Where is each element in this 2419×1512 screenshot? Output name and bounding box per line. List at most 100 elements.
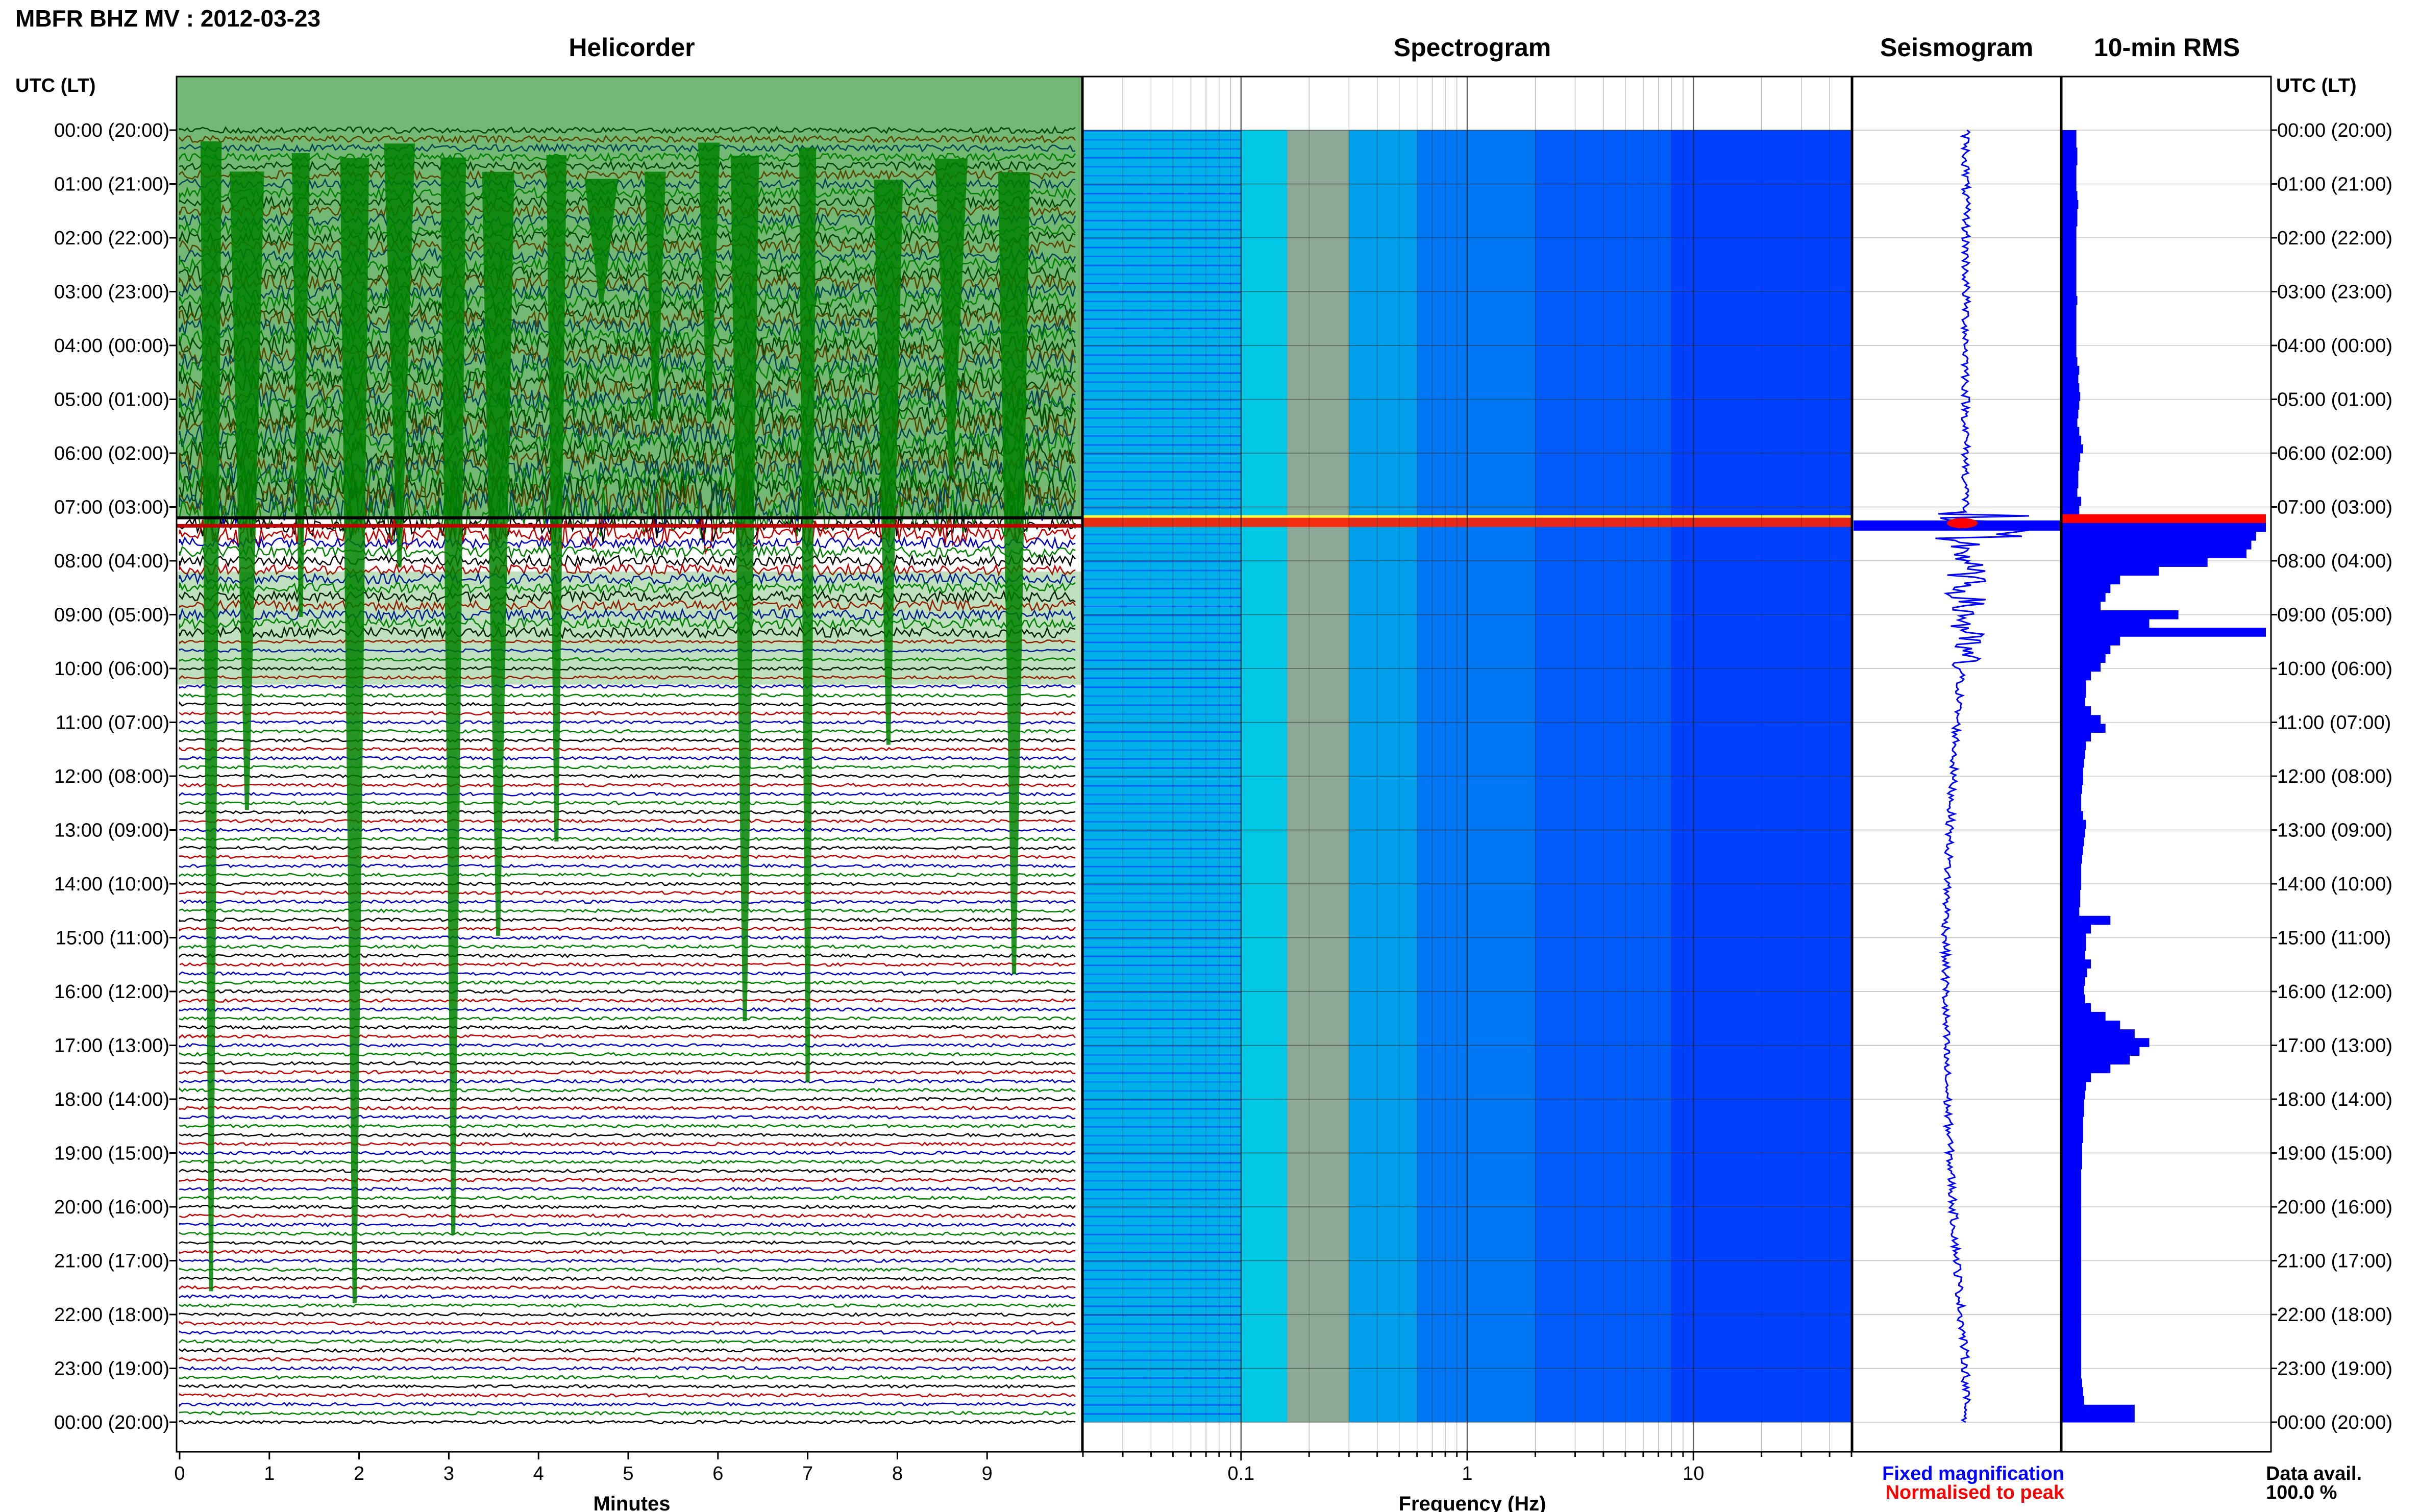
left-time-tick-label: 06:00 (02:00): [54, 443, 169, 464]
spectrogram-row-stripe: [1083, 507, 1241, 509]
rms-bar: [2062, 444, 2083, 454]
spectrogram-row-stripe: [1083, 309, 1241, 311]
rms-title: 10-min RMS: [2094, 33, 2240, 62]
spectrogram-row-stripe: [1083, 1018, 1241, 1020]
right-time-tick-label: 09:00 (05:00): [2277, 605, 2392, 626]
spectrogram-row-stripe: [1083, 704, 1241, 706]
helicorder-trace-line: [179, 666, 1076, 671]
helicorder-trace-line: [179, 962, 1076, 967]
rms-bar: [2062, 671, 2091, 681]
spectrogram-row-stripe: [1083, 354, 1241, 356]
rms-bar: [2062, 977, 2085, 986]
helicorder-trace-line: [179, 1060, 1076, 1066]
rms-bar: [2062, 1344, 2082, 1353]
rms-bar: [2062, 698, 2085, 707]
rms-bar: [2062, 1038, 2150, 1047]
rms-bar: [2062, 889, 2081, 899]
spectrogram-row-stripe: [1083, 1225, 1241, 1227]
rms-bar: [2062, 1300, 2082, 1309]
helicorder-x-tick-label: 6: [712, 1463, 723, 1484]
rms-bar: [2062, 488, 2078, 498]
spectrogram-row-stripe: [1083, 157, 1241, 159]
rms-bar: [2062, 820, 2086, 829]
rms-bar: [2062, 1117, 2083, 1126]
helicorder-x-tick-label: 0: [174, 1463, 185, 1484]
rms-bar: [2062, 951, 2085, 960]
helicorder-trace-line: [179, 1150, 1076, 1155]
helicorder-trace-line: [179, 544, 1076, 559]
spectrogram-row-stripe: [1083, 1027, 1241, 1029]
right-time-tick-label: 08:00 (04:00): [2277, 551, 2392, 572]
rms-bar: [2062, 331, 2077, 340]
rms-bar: [2062, 514, 2266, 524]
left-time-tick-label: 18:00 (14:00): [54, 1089, 169, 1110]
left-time-axis-label: UTC (LT): [15, 75, 96, 96]
rms-bar: [2062, 418, 2078, 428]
seismogram-trace: [1853, 129, 2061, 1423]
helicorder-trace-line: [179, 1222, 1076, 1228]
spectrogram-row-stripe: [1083, 1081, 1241, 1083]
rms-bar: [2062, 1334, 2082, 1344]
rms-bar: [2062, 732, 2091, 742]
rms-bar: [2062, 1169, 2082, 1178]
spectrogram-row-stripe: [1083, 1117, 1241, 1119]
helicorder-trace-line: [179, 554, 1076, 568]
left-time-tick-label: 20:00 (16:00): [54, 1197, 169, 1218]
rms-bar: [2062, 435, 2082, 445]
spectrogram-row-stripe: [1083, 184, 1241, 186]
rms-bar: [2062, 1265, 2082, 1274]
spectrogram-row-stripe: [1083, 1368, 1241, 1370]
helicorder-trace-line: [179, 1321, 1076, 1326]
spectrogram-row-stripe: [1083, 390, 1241, 392]
helicorder-x-tick-label: 7: [802, 1463, 813, 1484]
rms-bar: [2062, 1282, 2082, 1292]
rms-bar: [2062, 130, 2077, 139]
rms-bar: [2062, 881, 2082, 890]
legend-normalised-to-peak: Normalised to peak: [1885, 1482, 2064, 1503]
helicorder-trace-line: [179, 589, 1076, 604]
helicorder-trace-line: [179, 756, 1076, 761]
helicorder-saturated-region: [177, 572, 1082, 685]
rms-bar: [2062, 933, 2086, 943]
spectrogram-row-stripe: [1083, 1045, 1241, 1047]
rms-bar: [2062, 558, 2208, 567]
spectrogram-row-stripe: [1083, 327, 1241, 329]
rms-bar: [2062, 287, 2077, 296]
helicorder-trace-line: [179, 953, 1076, 958]
helicorder-trace-line: [179, 535, 1076, 551]
spectrogram-row-stripe: [1083, 982, 1241, 984]
spectrogram-row-stripe: [1083, 480, 1241, 482]
rms-bar: [2062, 584, 2111, 593]
rms-bar: [2062, 706, 2091, 715]
helicorder-traces: [177, 77, 1082, 1425]
spectrogram-row-stripe: [1083, 219, 1241, 221]
left-time-tick-label: 02:00 (22:00): [54, 228, 169, 249]
rms-bar: [2062, 348, 2077, 358]
helicorder-x-tick-label: 8: [892, 1463, 903, 1484]
helicorder-trace-line: [179, 607, 1076, 622]
right-time-tick-label: 19:00 (15:00): [2277, 1143, 2392, 1164]
spectrogram-row-stripe: [1083, 695, 1241, 697]
spectrogram-row-stripe: [1083, 893, 1241, 895]
seismogram-panel: [1852, 76, 2062, 1453]
rms-bar: [2062, 758, 2084, 768]
helicorder-trace-line: [179, 1303, 1076, 1308]
helicorder-trace-line: [179, 1105, 1076, 1111]
spectrogram-row-stripe: [1083, 1108, 1241, 1110]
helicorder-trace-line: [179, 1285, 1076, 1290]
spectrogram-row-stripe: [1083, 336, 1241, 338]
rms-bar: [2062, 252, 2077, 262]
helicorder-trace-line: [179, 693, 1076, 698]
rms-bar: [2062, 1230, 2082, 1240]
helicorder-trace-line: [179, 720, 1076, 725]
right-time-tick-label: 12:00 (08:00): [2277, 766, 2392, 787]
spectrogram-row-stripe: [1083, 552, 1241, 554]
spectrogram-row-stripe: [1083, 1243, 1241, 1245]
rms-bar: [2062, 200, 2079, 209]
spectrogram-row-stripe: [1083, 641, 1241, 643]
spectrogram-row-stripe: [1083, 686, 1241, 688]
helicorder-trace-line: [179, 1339, 1076, 1344]
spectrogram-row-stripe: [1083, 246, 1241, 249]
spectrogram-row-stripe: [1083, 1332, 1241, 1334]
helicorder-trace-line: [179, 881, 1076, 886]
